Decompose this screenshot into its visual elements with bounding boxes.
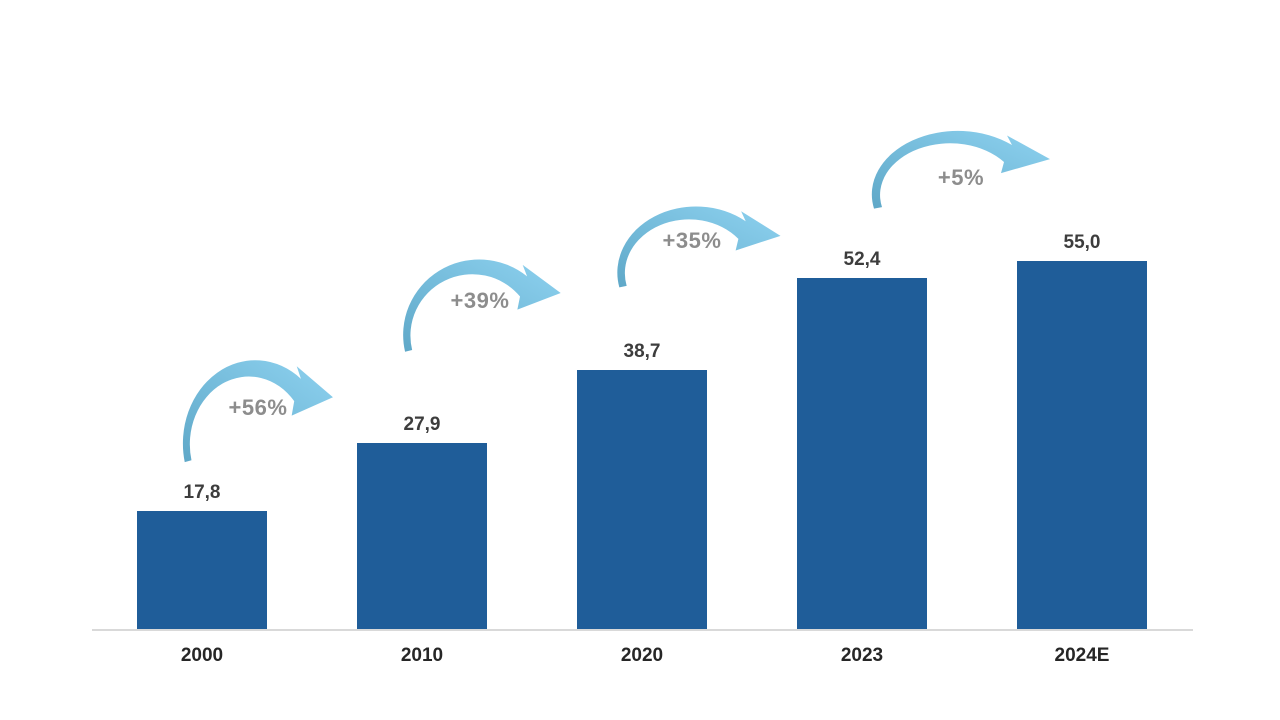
- growth-arrow-icon: [178, 342, 338, 468]
- value-label-2000: 17,8: [183, 482, 221, 503]
- bar-2000: [137, 511, 267, 630]
- value-label-2010: 27,9: [403, 414, 441, 435]
- value-label-2020: 38,7: [623, 341, 661, 362]
- category-label-2020: 2020: [620, 645, 664, 666]
- category-label-2024e: 2024E: [1054, 645, 1110, 666]
- bar-2010: [357, 443, 487, 630]
- category-label-2010: 2010: [400, 645, 444, 666]
- growth-arrow-icon: [398, 243, 566, 357]
- growth-label: +39%: [450, 288, 510, 313]
- growth-label: +56%: [228, 395, 288, 420]
- category-label-2023: 2023: [840, 645, 884, 666]
- value-label-2023: 52,4: [843, 249, 881, 270]
- growth-arrow-icon: [866, 117, 1056, 213]
- growth-label: +5%: [937, 165, 985, 190]
- bar-2023: [797, 278, 927, 630]
- growth-arrow-icon: [612, 192, 786, 292]
- x-axis-line: [92, 629, 1193, 631]
- bar-2024e: [1017, 261, 1147, 630]
- value-label-2024e: 55,0: [1063, 232, 1101, 253]
- bar-2020: [577, 370, 707, 630]
- category-label-2000: 2000: [180, 645, 224, 666]
- growth-label: +35%: [662, 228, 722, 253]
